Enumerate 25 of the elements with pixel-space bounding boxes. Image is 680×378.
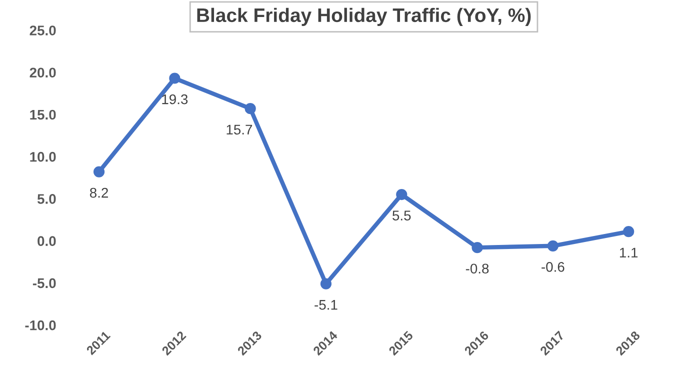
data-label: 8.2 bbox=[90, 188, 108, 198]
data-label: -0.6 bbox=[542, 262, 564, 272]
y-tick-label: -5.0 bbox=[32, 278, 56, 288]
y-tick-label: 10.0 bbox=[30, 152, 56, 162]
point bbox=[320, 278, 332, 290]
data-label: 5.5 bbox=[392, 210, 411, 220]
point bbox=[623, 226, 634, 238]
y-tick-label: 5.0 bbox=[37, 194, 56, 204]
y-tick-label: 25.0 bbox=[30, 26, 56, 36]
point bbox=[547, 240, 558, 252]
point bbox=[169, 72, 180, 84]
point bbox=[244, 103, 256, 114]
data-label: 15.7 bbox=[226, 124, 252, 135]
data-label: 1.1 bbox=[620, 248, 638, 258]
point bbox=[396, 188, 408, 200]
y-tick-label: 0.0 bbox=[38, 236, 56, 246]
point bbox=[93, 166, 105, 178]
y-tick-label: -10.0 bbox=[25, 320, 56, 330]
y-tick-label: 15.0 bbox=[30, 110, 56, 120]
y-tick-label: 20.0 bbox=[30, 68, 56, 78]
data-label: -5.1 bbox=[314, 300, 338, 310]
chart-title: Black Friday Holiday Traffic (YoY, %) bbox=[197, 8, 531, 26]
point bbox=[472, 242, 483, 254]
data-label: -0.8 bbox=[466, 264, 489, 274]
data-label: 19.3 bbox=[162, 94, 188, 104]
